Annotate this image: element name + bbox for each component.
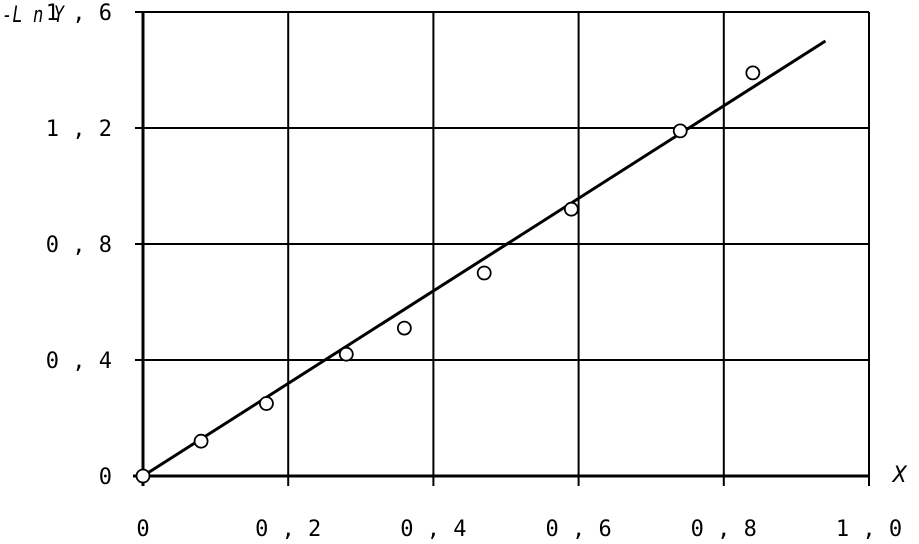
y-tick-label: 0 , 8 (46, 233, 112, 258)
tick-labels: 0 0 , 2 0 , 4 0 , 6 0 , 8 1 , 0 0 0 , 4 0 , 8 1 ,… (46, 1, 902, 542)
x-tick-label: 1 , 0 (836, 517, 902, 542)
x-tick-label: 0 , 6 (545, 517, 611, 542)
data-point (259, 396, 274, 411)
data-point (476, 265, 492, 281)
x-tick-label: 0 , 8 (691, 517, 757, 542)
y-axis-label: -L n Y (2, 3, 65, 28)
data-point (563, 201, 579, 217)
x-tick-label: 0 , 4 (400, 517, 466, 542)
data-point (396, 320, 412, 336)
fit-line-group (142, 39, 827, 478)
data-point (745, 65, 761, 81)
data-point (193, 433, 209, 449)
x-tick-label: 0 (136, 517, 149, 542)
data-point (672, 123, 688, 139)
data-point (135, 468, 151, 484)
x-axis-label: X (891, 463, 908, 488)
x-tick-label: 0 , 2 (255, 517, 321, 542)
data-points (135, 65, 761, 484)
y-tick-label: 1 , 2 (46, 117, 112, 142)
fit-line (142, 39, 827, 478)
y-tick-label: 0 (99, 465, 112, 490)
y-tick-label: 1 , 6 (46, 1, 112, 26)
data-point (338, 346, 354, 362)
y-tick-label: 0 , 4 (46, 349, 112, 374)
